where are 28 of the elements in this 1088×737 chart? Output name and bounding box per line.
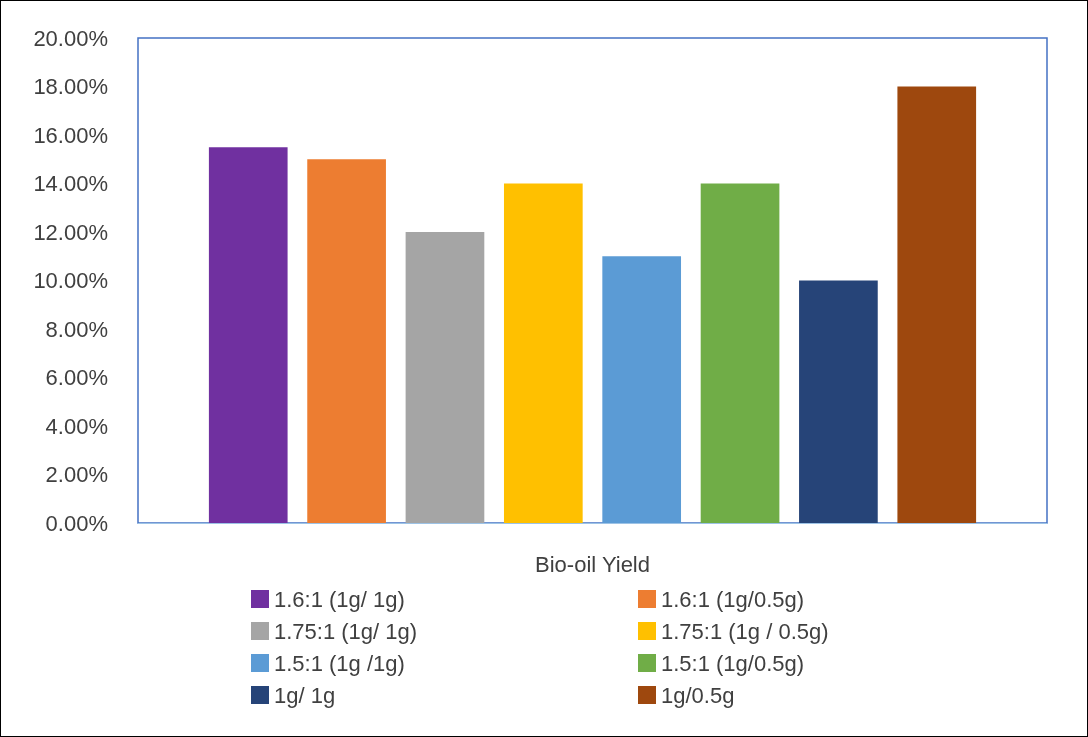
- y-tick-label: 2.00%: [45, 462, 108, 487]
- legend-label: 1.6:1 (1g/0.5g): [661, 586, 805, 612]
- legend-label: 1.5:1 (1g /1g): [274, 650, 405, 676]
- bar: [503, 183, 583, 523]
- y-tick-label: 0.00%: [45, 510, 108, 536]
- y-tick-label: 16.00%: [33, 122, 108, 148]
- legend-label: 1.6:1 (1g/ 1g): [274, 586, 405, 612]
- legend-label: 1g/ 1g: [274, 682, 336, 708]
- legend-label: 1g/0.5g: [661, 682, 735, 708]
- y-tick-label: 8.00%: [45, 316, 108, 342]
- bar: [307, 159, 386, 523]
- bar: [602, 256, 682, 523]
- legend-label: 1.5:1 (1g/0.5g): [661, 650, 805, 676]
- x-tick-label: Bio-oil Yield: [535, 551, 650, 577]
- bar: [700, 183, 780, 523]
- y-tick-label: 20.00%: [33, 25, 108, 51]
- y-tick-label: 18.00%: [33, 74, 108, 99]
- bar: [208, 147, 288, 523]
- y-tick-label: 14.00%: [33, 171, 108, 196]
- bar: [799, 280, 878, 523]
- bar: [897, 86, 977, 523]
- y-tick-label: 6.00%: [45, 365, 108, 390]
- legend-label: 1.75:1 (1g/ 1g): [274, 618, 418, 644]
- y-tick-label: 10.00%: [33, 268, 108, 293]
- y-tick-label: 4.00%: [45, 413, 108, 439]
- y-tick-label: 12.00%: [33, 219, 108, 245]
- bar: [405, 232, 485, 523]
- legend-label: 1.75:1 (1g / 0.5g): [661, 618, 829, 644]
